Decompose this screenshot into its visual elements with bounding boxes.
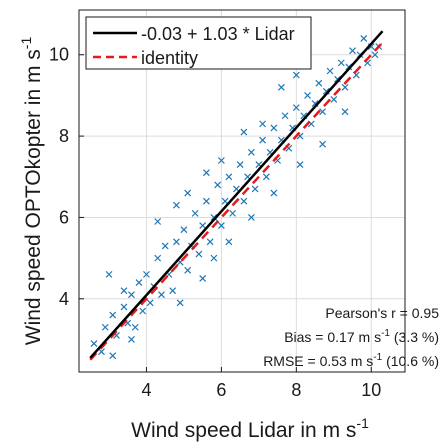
data-point — [146, 299, 154, 307]
data-point — [210, 214, 218, 221]
data-point — [326, 67, 334, 75]
y-tick-label: 6 — [59, 207, 69, 227]
legend-box — [85, 16, 312, 70]
grid-lines — [79, 10, 405, 372]
data-point — [180, 226, 188, 234]
data-point — [240, 128, 248, 136]
data-point — [105, 270, 113, 278]
data-point — [236, 161, 244, 168]
data-point — [229, 209, 237, 217]
data-point — [101, 323, 109, 331]
data-point — [292, 104, 300, 112]
data-point — [349, 47, 356, 55]
data-point — [176, 299, 184, 307]
data-point — [139, 307, 147, 315]
data-point — [131, 323, 139, 331]
data-point — [90, 340, 98, 347]
data-point — [240, 197, 248, 205]
x-axis-label: Wind speed Lidar in m s-1 — [131, 415, 369, 442]
x-tick-label: 8 — [291, 380, 301, 400]
data-point — [210, 254, 218, 262]
data-point — [161, 242, 169, 250]
data-point — [296, 161, 304, 168]
data-point — [315, 79, 323, 87]
data-point — [128, 291, 135, 299]
data-point — [184, 189, 192, 197]
data-point — [120, 287, 128, 295]
data-point — [259, 136, 267, 144]
data-point — [270, 189, 278, 197]
y-tick-label: 10 — [49, 45, 69, 65]
data-point — [341, 108, 349, 116]
data-point — [128, 336, 135, 343]
data-point — [270, 124, 278, 132]
data-point — [98, 348, 105, 356]
data-point — [371, 51, 379, 59]
data-point — [262, 173, 270, 181]
data-point — [195, 250, 203, 258]
data-point — [143, 270, 150, 278]
data-point — [292, 71, 300, 79]
data-point — [225, 173, 233, 181]
data-point — [199, 275, 207, 282]
data-point — [341, 83, 349, 91]
data-point — [247, 214, 255, 221]
legend: -0.03 + 1.03 * Lidar identity — [85, 16, 312, 70]
data-point — [169, 287, 177, 295]
x-tick-label: 4 — [141, 380, 151, 400]
x-tick-label: 10 — [361, 380, 381, 400]
data-point — [251, 185, 259, 193]
axis-ticks: 4 6 8 10 4 6 8 10 — [49, 45, 381, 400]
legend-identity-label: identity — [141, 48, 198, 68]
data-point — [158, 291, 165, 299]
data-point — [206, 238, 214, 246]
data-point — [319, 108, 326, 116]
data-point — [217, 222, 225, 229]
data-point — [247, 148, 255, 156]
data-point — [337, 59, 345, 67]
data-point — [154, 218, 162, 225]
data-point — [184, 266, 192, 274]
data-point — [259, 120, 267, 128]
data-point — [109, 311, 117, 319]
data-point — [281, 112, 289, 120]
data-point — [191, 209, 199, 217]
data-point — [334, 75, 341, 83]
statistics-annotation: Pearson's r = 0.95 Bias = 0.17 m s-1 (3.… — [263, 305, 439, 369]
data-point — [154, 254, 162, 262]
data-point — [135, 279, 143, 286]
data-point — [277, 83, 285, 91]
pearson-text: Pearson's r = 0.95 — [325, 305, 439, 321]
data-point — [173, 238, 180, 246]
regression-lines — [89, 30, 384, 361]
identity-line — [89, 41, 384, 361]
data-point — [109, 352, 117, 360]
bias-text: Bias = 0.17 m s-1 (3.3 %) — [284, 328, 439, 345]
data-point — [304, 91, 311, 99]
y-axis-label: Wind speed OPTOkopter in m s-1 — [18, 37, 45, 346]
x-tick-label: 6 — [216, 380, 226, 400]
axes-box — [78, 9, 406, 373]
fit-line — [89, 30, 384, 359]
y-tick-label: 8 — [59, 126, 69, 146]
data-point — [319, 140, 326, 148]
data-point — [360, 35, 368, 42]
data-point — [214, 181, 222, 189]
data-point — [173, 201, 180, 209]
data-point — [217, 157, 225, 164]
data-point — [225, 238, 233, 246]
data-point — [330, 96, 338, 103]
data-point — [352, 71, 360, 79]
legend-fit-label: -0.03 + 1.03 * Lidar — [141, 24, 295, 44]
rmse-text: RMSE = 0.53 m s-1 (10.6 %) — [263, 352, 439, 369]
data-point — [120, 303, 128, 311]
data-point — [199, 222, 207, 229]
y-tick-label: 4 — [59, 289, 69, 309]
data-point — [202, 197, 210, 205]
data-points — [90, 35, 383, 360]
data-point — [202, 169, 210, 177]
